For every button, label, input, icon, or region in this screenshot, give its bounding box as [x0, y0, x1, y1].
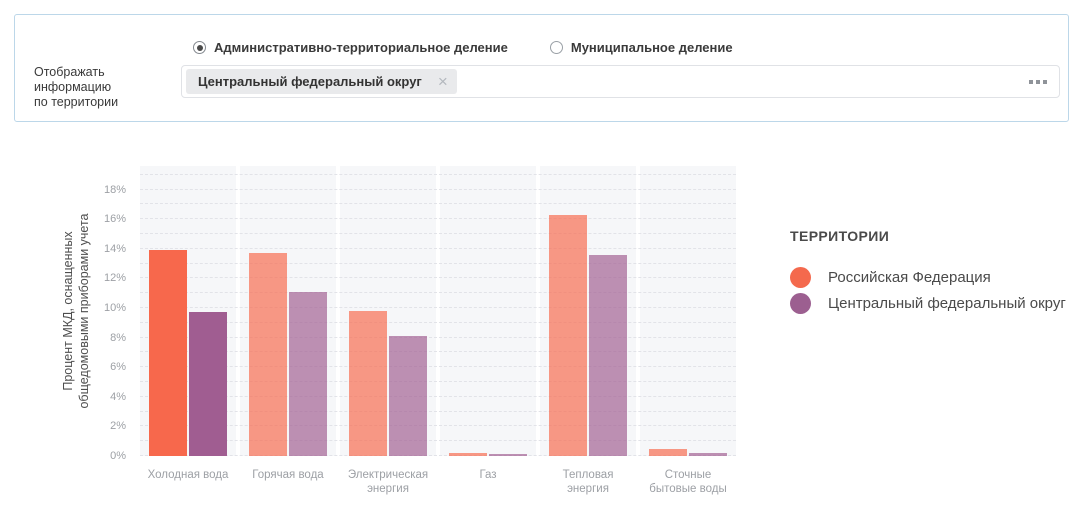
- bar-group-3: [340, 311, 436, 456]
- gridline-13pct: [140, 263, 736, 264]
- bar-series1-cat5[interactable]: [549, 215, 587, 456]
- legend-title: ТЕРРИТОРИИ: [790, 228, 890, 244]
- gridline-6pct: [140, 366, 736, 367]
- y-tick-12pct: 12%: [103, 272, 126, 284]
- y-axis-ticks: 0% 2% 4% 6% 8% 10% 12% 14% 16% 18%: [88, 166, 126, 462]
- legend-item-2[interactable]: Центральный федеральный округ: [790, 290, 1066, 316]
- bar-series1-cat1[interactable]: [149, 250, 187, 456]
- y-tick-2pct: 2%: [110, 420, 126, 432]
- gridline-3pct: [140, 411, 736, 412]
- legend-swatch-icon: [790, 292, 811, 314]
- category-band-4: [440, 166, 536, 456]
- y-axis-title-line1: Процент МКД, оснащенных: [61, 231, 75, 391]
- bar-group-6: [640, 449, 736, 456]
- bar-group-1: [140, 250, 236, 456]
- x-label-3: Электрическая энергия: [347, 469, 429, 495]
- gridline-10pct: [140, 307, 736, 308]
- gridline-2pct: [140, 425, 736, 426]
- x-label-6: Сточные бытовые воды: [649, 469, 727, 495]
- radio-municipal-label: Муниципальное деление: [570, 40, 733, 55]
- gridline-17pct: [140, 203, 736, 204]
- legend-items: Российская Федерация Центральный федераль…: [790, 264, 1066, 316]
- gridline-8pct: [140, 337, 736, 338]
- gridline-15pct: [140, 233, 736, 234]
- x-label-5: Тепловая энергия: [562, 469, 614, 495]
- territory-chip-label: Центральный федеральный округ: [198, 74, 422, 89]
- chip-close-icon[interactable]: ×: [437, 72, 448, 91]
- bar-series2-cat6[interactable]: [689, 453, 727, 456]
- gridline-9pct: [140, 322, 736, 323]
- y-tick-18pct: 18%: [103, 184, 126, 196]
- y-tick-6pct: 6%: [110, 361, 126, 373]
- chart-legend: ТЕРРИТОРИИ Российская Федерация Центральн…: [790, 228, 1066, 316]
- category-band-5: [540, 166, 636, 456]
- y-tick-10pct: 10%: [103, 302, 126, 314]
- category-band-2: [240, 166, 336, 456]
- x-label-1: Холодная вода: [147, 469, 229, 481]
- category-band-1: [140, 166, 236, 456]
- gridline-4pct: [140, 396, 736, 397]
- y-tick-14pct: 14%: [103, 243, 126, 255]
- radio-municipal-division[interactable]: Муниципальное деление: [549, 40, 733, 55]
- division-radio-group: Административно-территориальное деление …: [193, 40, 733, 55]
- legend-item-label: Российская Федерация: [828, 268, 991, 286]
- y-tick-0pct: 0%: [110, 450, 126, 462]
- gridline-12pct: [140, 277, 736, 278]
- gridline-0pct: [140, 455, 736, 456]
- bar-group-2: [240, 253, 336, 456]
- radio-selected-icon[interactable]: [193, 41, 206, 54]
- territory-select-input[interactable]: Центральный федеральный округ ×: [181, 65, 1060, 98]
- radio-administrative-label: Административно-территориальное деление: [214, 40, 508, 55]
- gridline-7pct: [140, 351, 736, 352]
- bar-series1-cat6[interactable]: [649, 449, 687, 456]
- y-tick-16pct: 16%: [103, 213, 126, 225]
- bar-series2-cat3[interactable]: [389, 336, 427, 456]
- radio-unselected-icon[interactable]: [549, 41, 563, 54]
- radio-administrative-division[interactable]: Административно-территориальное деление: [193, 40, 508, 55]
- category-band-6: [640, 166, 736, 456]
- gridline-5pct: [140, 381, 736, 382]
- x-label-2: Горячая вода: [252, 469, 324, 481]
- territory-field-label: Отображать информацию по территории: [34, 65, 184, 110]
- bar-series1-cat4[interactable]: [449, 453, 487, 456]
- territory-field-label-line1: Отображать информацию: [34, 65, 112, 94]
- more-options-icon[interactable]: [1027, 76, 1049, 88]
- territory-chip[interactable]: Центральный федеральный округ ×: [186, 69, 457, 94]
- category-band-3: [340, 166, 436, 456]
- legend-swatch-icon: [790, 266, 811, 288]
- bar-series2-cat5[interactable]: [589, 255, 627, 456]
- gridline-18pct: [140, 189, 736, 190]
- x-axis-labels: Холодная вода Горячая вода Электрическая эн…: [140, 468, 736, 496]
- bar-group-4: [440, 453, 536, 456]
- gridline-14pct: [140, 248, 736, 249]
- legend-item-label: Центральный федеральный округ: [828, 294, 1066, 312]
- gridline-19pct: [140, 174, 736, 175]
- gridline-16pct: [140, 218, 736, 219]
- territory-field-label-line2: по территории: [34, 95, 119, 109]
- gridline-1pct: [140, 440, 736, 441]
- plot-area: [140, 166, 736, 456]
- legend-item-1[interactable]: Российская Федерация: [790, 264, 1066, 290]
- gridline-11pct: [140, 292, 736, 293]
- bar-series2-cat4[interactable]: [489, 454, 527, 456]
- x-label-4: Газ: [479, 469, 497, 481]
- territory-filter-panel: Административно-территориальное деление …: [14, 14, 1069, 122]
- y-tick-4pct: 4%: [110, 391, 126, 403]
- bar-group-5: [540, 215, 636, 456]
- bar-series2-cat2[interactable]: [289, 292, 327, 456]
- y-tick-8pct: 8%: [110, 332, 126, 344]
- bar-series1-cat3[interactable]: [349, 311, 387, 456]
- bar-series2-cat1[interactable]: [189, 312, 227, 456]
- bar-series1-cat2[interactable]: [249, 253, 287, 456]
